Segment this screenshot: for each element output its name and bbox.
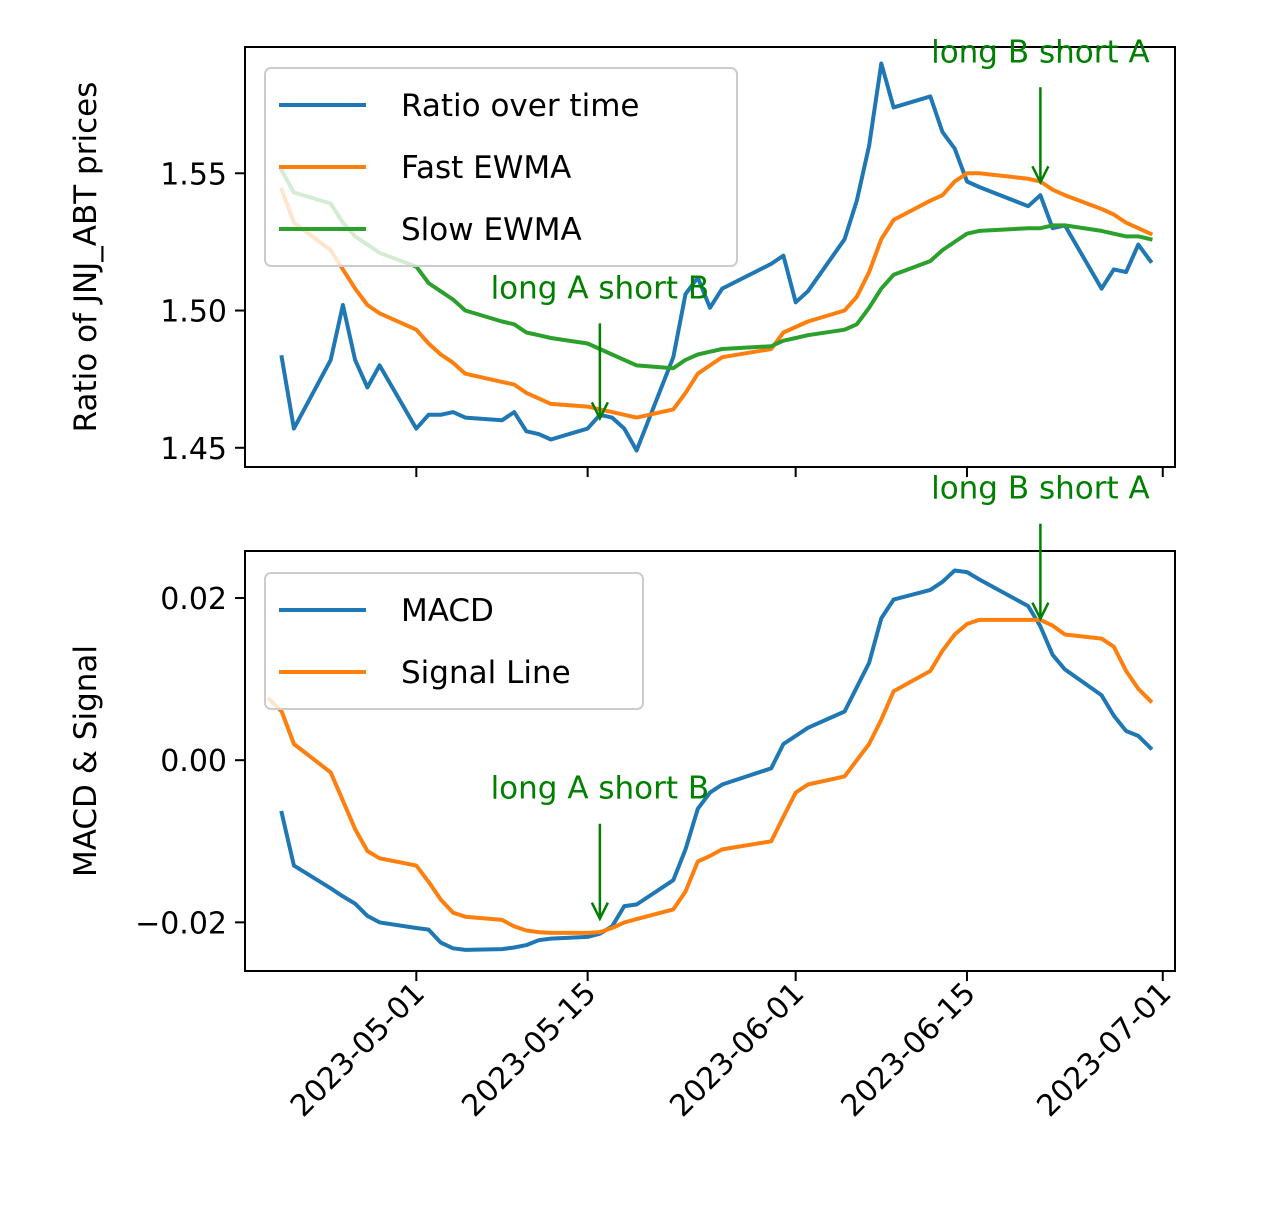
series-line-macd <box>279 568 1154 952</box>
legend-entry: Fast EWMA <box>401 150 571 186</box>
y-tick-label: −0.02 <box>135 906 227 941</box>
series-line-ratio-over-time <box>279 61 1154 453</box>
y-tick-label: 1.50 <box>160 295 227 330</box>
legend-entry: Ratio over time <box>401 88 639 124</box>
annotation-label: long B short A <box>931 471 1150 507</box>
series-line-fast-ewma <box>279 171 1154 420</box>
annotation-label: long B short A <box>931 34 1150 70</box>
series-line-slow-ewma <box>278 167 1153 371</box>
legend-entry: MACD <box>401 593 494 629</box>
annotation-arrow <box>590 823 609 922</box>
y-axis-label: MACD & Signal <box>68 645 104 877</box>
legend-entry: Signal Line <box>401 655 571 691</box>
y-tick-label: 0.02 <box>160 582 227 617</box>
y-tick-label: 1.45 <box>160 432 227 467</box>
y-tick-label: 0.00 <box>160 744 227 779</box>
annotation-label: long A short B <box>491 771 710 807</box>
legend: Ratio over time Fast EWMA Slow EWMA <box>264 67 738 267</box>
y-axis-label: Ratio of JNJ_ABT prices <box>68 82 104 433</box>
legend: MACD Signal Line <box>264 572 644 710</box>
ratio-panel: 1.45 1.50 1.55 Ratio of JNJ_ABT prices long … <box>68 34 1176 477</box>
annotation-label: long A short B <box>491 270 710 306</box>
annotation-arrow <box>1031 87 1050 186</box>
series-line-signal-line <box>266 617 1154 935</box>
annotation-arrow <box>1031 523 1050 622</box>
legend-entry: Slow EWMA <box>401 212 582 248</box>
annotation-arrow <box>590 323 609 422</box>
axes-frame <box>244 46 1176 468</box>
y-tick-label: 1.55 <box>160 157 227 192</box>
